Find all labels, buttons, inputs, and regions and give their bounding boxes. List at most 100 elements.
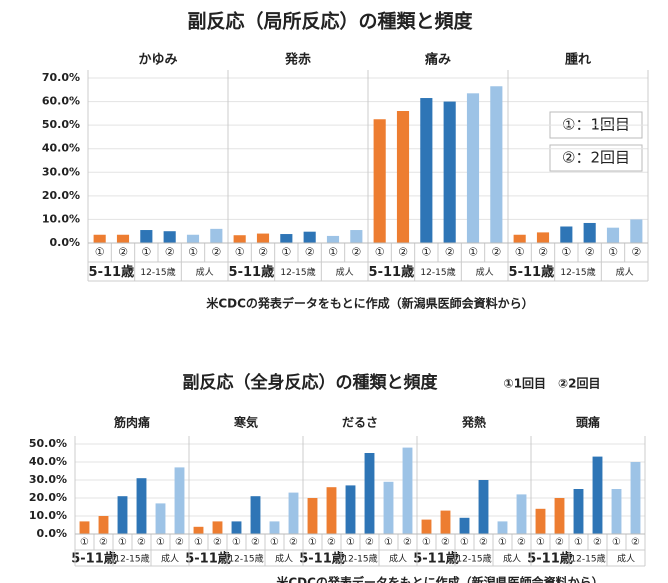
dose-label: ② [631, 246, 641, 259]
bar [606, 227, 620, 243]
group-label: 12-15歳 [456, 552, 491, 564]
group-label: 5-11歳 [71, 550, 117, 566]
panel-title: 寒気 [233, 415, 258, 430]
dose-label: ② [99, 537, 108, 548]
dose-label: ① [468, 246, 478, 259]
dose-label: ② [137, 537, 146, 548]
bar [303, 231, 316, 243]
bar [136, 478, 147, 534]
bar [231, 521, 242, 534]
bar [420, 98, 433, 244]
y-tick-label: 0.0% [36, 527, 67, 540]
bar [536, 232, 550, 243]
bar [535, 508, 546, 534]
group-label: 5-11歳 [89, 264, 135, 280]
dose-label: ① [188, 246, 198, 259]
panel-title: 腫れ [565, 52, 591, 68]
y-tick-label: 40.0% [42, 142, 80, 155]
bar [611, 489, 622, 534]
group-label: 12-15歳 [420, 266, 455, 278]
chart-title: 副反応（局所反応）の種類と頻度 [187, 10, 473, 33]
dose-label: ② [441, 537, 450, 548]
dose-label: ① [118, 537, 127, 548]
dose-label: ② [165, 246, 175, 259]
dose-label: ① [328, 246, 338, 259]
dose-label: ① [608, 246, 618, 259]
bar [307, 498, 318, 534]
dose-label: ① [235, 246, 245, 259]
y-tick-label: 10.0% [42, 212, 80, 225]
dose-label: ② [398, 246, 408, 259]
bar [193, 526, 204, 534]
group-label: 成人 [617, 552, 635, 564]
group-label: 5-11歳 [369, 264, 415, 280]
dose-label: ① [421, 246, 431, 259]
dose-label: ② [491, 246, 501, 259]
dose-label: ① [561, 246, 571, 259]
dose-label: ① [515, 246, 525, 259]
dose-label: ① [384, 537, 393, 548]
dose-label: ② [351, 246, 361, 259]
y-tick-label: 30.0% [29, 473, 67, 486]
panel-title: 発熱 [461, 415, 486, 430]
bar [478, 480, 489, 534]
y-tick-label: 40.0% [29, 455, 67, 468]
bar [174, 467, 185, 534]
panel-title: 痛み [424, 52, 451, 68]
bar [98, 516, 109, 534]
group-label: 成人 [476, 266, 494, 278]
group-label: 5-11歳 [527, 550, 573, 566]
bar [513, 234, 526, 243]
chart-title: 副反応（全身反応）の種類と頻度 [183, 372, 439, 393]
group-label: 12-15歳 [560, 266, 595, 278]
dose-label: ② [631, 537, 640, 548]
group-label: 成人 [389, 552, 407, 564]
panel-title: だるさ [342, 416, 378, 430]
group-label: 12-15歳 [140, 266, 175, 278]
bar [443, 101, 456, 243]
dose-label: ② [251, 537, 260, 548]
bar [140, 230, 153, 243]
bar [326, 487, 337, 534]
group-label: 成人 [616, 266, 634, 278]
legend-text: ①1回目 ②2回目 [503, 377, 600, 391]
legend-text: ①：1回目 [562, 116, 630, 134]
bar [490, 86, 503, 243]
dose-label: ② [175, 537, 184, 548]
bar [516, 494, 527, 534]
y-tick-label: 50.0% [42, 118, 80, 131]
group-label: 成人 [336, 266, 354, 278]
dose-label: ① [574, 537, 583, 548]
dose-label: ① [460, 537, 469, 548]
y-tick-label: 30.0% [42, 165, 80, 178]
bar [256, 233, 270, 243]
y-tick-label: 60.0% [42, 95, 80, 108]
bar [186, 234, 200, 243]
dose-label: ② [479, 537, 488, 548]
bar [163, 231, 176, 243]
dose-label: ② [213, 537, 222, 548]
bar [373, 119, 386, 243]
dose-label: ① [232, 537, 241, 548]
dose-label: ② [555, 537, 564, 548]
y-tick-label: 70.0% [42, 71, 80, 84]
group-label: 5-11歳 [229, 264, 275, 280]
source-note: 米CDCの発表データをもとに作成（新潟県医師会資料から） [276, 575, 603, 583]
dose-label: ② [538, 246, 548, 259]
group-label: 成人 [161, 552, 179, 564]
bar [93, 234, 106, 243]
group-label: 5-11歳 [413, 550, 459, 566]
dose-label: ① [80, 537, 89, 548]
y-tick-label: 20.0% [42, 189, 80, 202]
dose-label: ② [118, 246, 128, 259]
bar [288, 492, 299, 534]
panel-title: かゆみ [138, 53, 177, 68]
bar [402, 447, 413, 534]
legend-text: ②：2回目 [562, 149, 630, 167]
bar [345, 485, 356, 534]
dose-label: ② [593, 537, 602, 548]
bar [212, 521, 223, 534]
dose-label: ① [95, 246, 105, 259]
dose-label: ② [365, 537, 374, 548]
